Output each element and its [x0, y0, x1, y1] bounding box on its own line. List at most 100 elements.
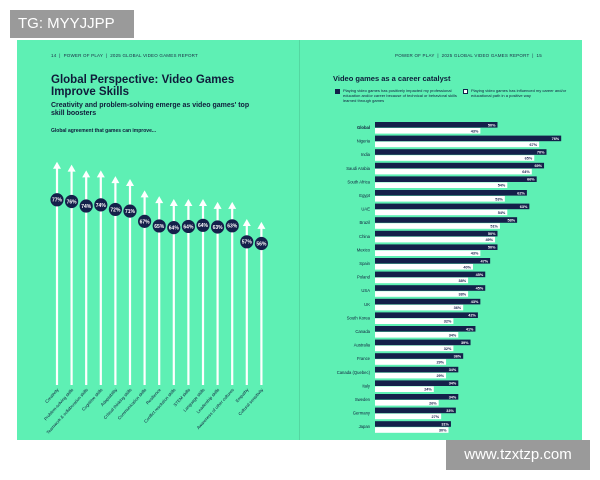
career-bar-primary — [375, 380, 459, 386]
career-bar-primary — [375, 353, 464, 359]
country-label: South Africa — [347, 179, 370, 184]
career-bar-secondary — [375, 141, 540, 148]
career-bar-primary-label: 31% — [441, 423, 449, 427]
career-bar-primary-label: 41% — [466, 327, 474, 331]
country-label: Japan — [359, 424, 371, 429]
career-bar-secondary — [375, 264, 473, 270]
career-bar-secondary-label: 43% — [471, 129, 479, 133]
career-bar-primary — [375, 162, 545, 169]
career-bar-primary — [375, 203, 530, 210]
country-label: Saudi Arabia — [346, 166, 370, 171]
skill-value-badge — [94, 198, 108, 212]
skill-arrow-head — [184, 198, 193, 206]
skill-arrow-head — [82, 170, 91, 178]
country-label: Global — [357, 125, 370, 130]
skill-value-badge — [138, 214, 152, 228]
country-label: USA — [361, 288, 370, 293]
skill-value-badge — [181, 219, 195, 234]
career-bar-secondary-label: 43% — [471, 252, 479, 256]
skill-arrow-head — [126, 178, 134, 186]
career-bar-secondary-label: 54% — [498, 211, 506, 215]
career-bar-primary-label: 42% — [468, 314, 476, 318]
skill-value-label: 71% — [125, 209, 136, 215]
career-bar-secondary — [375, 182, 508, 188]
skill-arrow-head — [53, 161, 61, 169]
career-bar-primary — [375, 122, 498, 128]
skill-value-label: 74% — [96, 203, 107, 209]
skill-arrow-head — [199, 198, 207, 206]
skill-value-label: 57% — [242, 240, 253, 246]
career-bar-primary — [375, 285, 486, 291]
career-bar-secondary-label: 32% — [444, 320, 452, 324]
skill-value-label: 72% — [110, 207, 121, 213]
watermark-bottom-right: www.tzxtzp.com — [446, 440, 590, 470]
career-bar-primary — [375, 149, 547, 155]
career-bar-secondary-label: 49% — [485, 238, 493, 242]
career-bar-primary — [375, 366, 459, 373]
skill-value-label: 64% — [198, 223, 209, 229]
career-bar-secondary-label: 24% — [424, 388, 432, 392]
skills-chart-heading: Global agreement that games can improve.… — [51, 128, 157, 134]
legend-swatch-navy — [335, 89, 340, 94]
left-header: 14 | POWER OF PLAY | 2025 GLOBAL VIDEO G… — [51, 53, 198, 58]
career-bar-secondary — [375, 413, 442, 420]
career-bar-secondary-label: 34% — [449, 333, 457, 337]
skill-value-badge — [108, 202, 122, 217]
career-bar-primary-label: 45% — [476, 273, 484, 277]
career-bar-primary — [375, 176, 537, 182]
skill-value-label: 67% — [140, 219, 151, 225]
career-bar-primary-label: 34% — [449, 395, 457, 399]
country-label: Egypt — [359, 193, 371, 198]
skill-value-label: 56% — [256, 241, 267, 247]
career-chart-title: Video games as a career catalyst — [333, 74, 451, 83]
country-label: UK — [364, 302, 370, 307]
career-bar-primary-label: 34% — [449, 382, 457, 386]
career-bar-primary — [375, 339, 471, 346]
career-bar-secondary-label: 38% — [458, 279, 466, 283]
page-title: Global Perspective: Video Games Improve … — [51, 74, 235, 98]
skill-arrow-head — [67, 164, 76, 172]
country-label: Canada — [355, 329, 370, 334]
career-bar-secondary-label: 32% — [444, 347, 452, 351]
career-bar-primary — [375, 271, 486, 278]
career-bar-primary-label: 45% — [476, 287, 484, 291]
career-bar-secondary — [375, 304, 464, 311]
career-bar-secondary — [375, 236, 496, 243]
career-bar-secondary — [375, 155, 535, 161]
skill-value-badge — [65, 194, 79, 209]
career-bar-secondary — [375, 291, 469, 297]
career-bar-primary-label: 36% — [454, 355, 462, 359]
career-bar-secondary-label: 65% — [525, 157, 533, 161]
career-bar-secondary-label: 29% — [436, 374, 444, 378]
skill-value-label: 63% — [213, 225, 224, 231]
skill-value-label: 64% — [169, 226, 180, 232]
country-label: UAE — [361, 207, 370, 212]
career-bar-primary-label: 62% — [517, 191, 525, 195]
country-label: Mexico — [357, 247, 371, 252]
career-bar-secondary — [375, 427, 449, 433]
country-label: Germany — [353, 411, 371, 416]
country-label: China — [359, 234, 371, 239]
skill-arrow-head — [213, 201, 222, 209]
career-bar-secondary-label: 53% — [495, 197, 503, 201]
career-bar-primary — [375, 258, 491, 264]
page-subtitle: Creativity and problem-solving emerge as… — [51, 102, 250, 117]
career-bar-secondary — [375, 372, 447, 379]
career-bar-primary-label: 70% — [537, 151, 545, 155]
skill-value-badge — [50, 193, 64, 207]
career-bar-secondary-label: 26% — [429, 401, 437, 405]
legend-label-primary: Playing video games has positively impac… — [343, 88, 457, 103]
career-bar-primary-label: 50% — [488, 246, 496, 250]
skill-value-label: 74% — [81, 204, 92, 210]
skill-arrow-head — [257, 221, 266, 229]
career-bar-secondary-label: 38% — [458, 293, 466, 297]
skill-value-label: 65% — [154, 224, 165, 230]
country-label: Sweden — [355, 397, 371, 402]
career-chart: Global 50% 43% Nigeria 76% 67% India 70% 65% Saud… — [337, 122, 562, 433]
career-bar-primary — [375, 135, 562, 142]
career-bar-primary-label: 47% — [481, 259, 489, 263]
career-bar-secondary-label: 30% — [439, 429, 447, 433]
right-header: POWER OF PLAY | 2025 GLOBAL VIDEO GAMES … — [395, 53, 542, 58]
career-bar-primary — [375, 407, 456, 414]
career-bar-secondary — [375, 196, 505, 202]
